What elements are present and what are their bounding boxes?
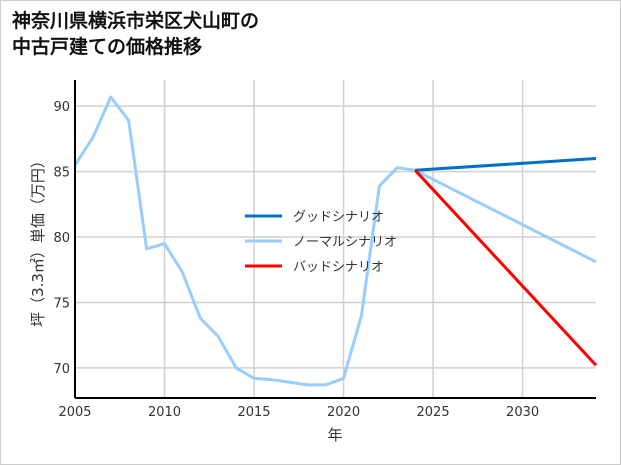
x-tick-label: 2015: [237, 405, 270, 420]
legend-label: バッドシナリオ: [293, 260, 384, 275]
x-tick-label: 2010: [148, 405, 181, 420]
y-axis-label: 坪（3.3㎡）単価（万円）: [29, 153, 47, 327]
chart-title: 神奈川県横浜市栄区犬山町の 中古戸建ての価格推移: [12, 10, 260, 58]
legend-label: グッドシナリオ: [293, 210, 384, 225]
x-tick-label: 2020: [327, 405, 360, 420]
x-tick-label: 2005: [58, 405, 91, 420]
series-line: [414, 169, 598, 367]
x-tick-label: 2030: [506, 405, 539, 420]
series-line: [415, 157, 597, 172]
legend-label: ノーマルシナリオ: [293, 235, 397, 250]
y-tick-label: 70: [53, 362, 70, 377]
y-tick-label: 75: [53, 296, 70, 311]
x-tick-label: 2025: [417, 405, 450, 420]
y-tick-label: 90: [53, 100, 70, 115]
series-line: [73, 95, 597, 387]
y-tick-label: 85: [53, 166, 70, 181]
x-axis-label: 年: [327, 426, 342, 444]
y-tick-label: 80: [53, 231, 70, 246]
